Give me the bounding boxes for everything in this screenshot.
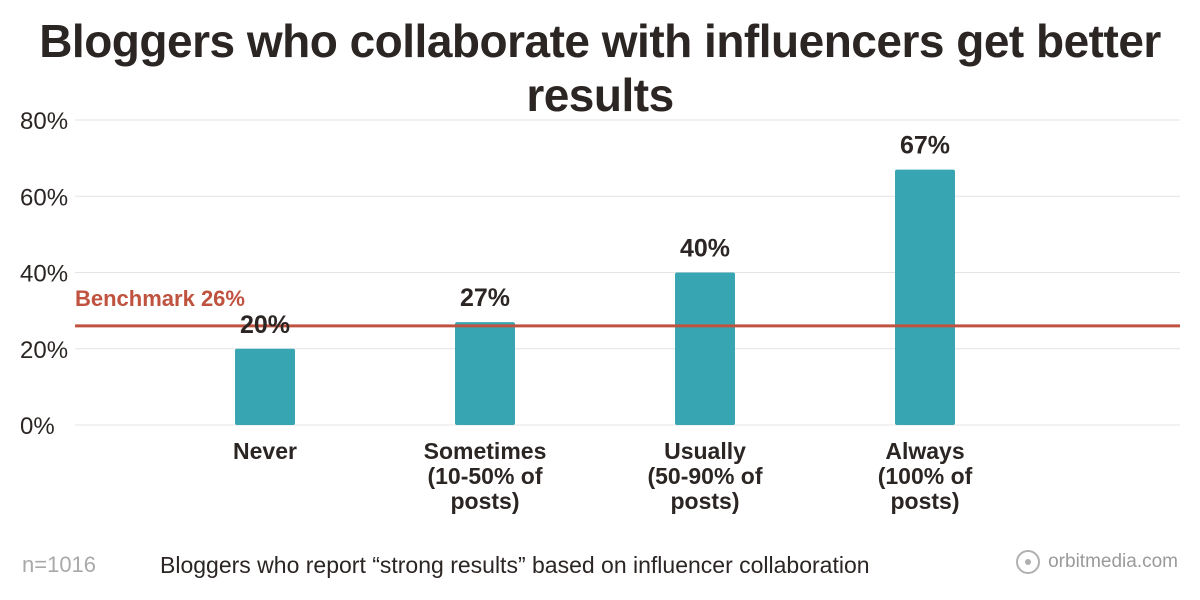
bar — [895, 169, 955, 425]
brand-name: orbitmedia.com — [1048, 551, 1178, 572]
data-label: 40% — [680, 235, 730, 263]
category-label: Sometimes (10-50% of posts) — [424, 438, 547, 514]
data-label: 27% — [460, 284, 510, 312]
benchmark: Benchmark 26% — [75, 286, 1180, 328]
brand[interactable]: orbitmedia.com — [1016, 550, 1178, 574]
y-tick-label: 40% — [20, 261, 68, 288]
benchmark-label: Benchmark 26% — [75, 286, 245, 311]
category-label: Always (100% of posts) — [878, 438, 973, 514]
bars — [235, 169, 955, 425]
sample-size: n=1016 — [22, 552, 97, 577]
y-tick-label: 0% — [20, 413, 55, 440]
category-label: Never — [233, 438, 297, 464]
chart-caption: Bloggers who report “strong results” bas… — [160, 552, 870, 578]
data-label: 67% — [900, 132, 950, 160]
y-tick-label: 20% — [20, 337, 68, 364]
data-label: 20% — [240, 311, 290, 339]
bar — [675, 272, 735, 425]
y-axis-ticks: 0% 20% 40% 60% 80% — [20, 108, 68, 440]
orbit-logo-icon — [1016, 550, 1041, 574]
chart-title: Bloggers who collaborate with influencer… — [39, 15, 1161, 121]
value-labels: 20% 27% 40% 67% — [240, 132, 950, 339]
x-axis-categories: Never Sometimes (10-50% of posts) Usually (50… — [233, 438, 973, 514]
bar — [235, 348, 295, 425]
bar — [455, 322, 515, 425]
category-label: Usually (50-90% of posts) — [647, 438, 762, 514]
y-tick-label: 60% — [20, 184, 68, 211]
y-tick-label: 80% — [20, 108, 68, 135]
